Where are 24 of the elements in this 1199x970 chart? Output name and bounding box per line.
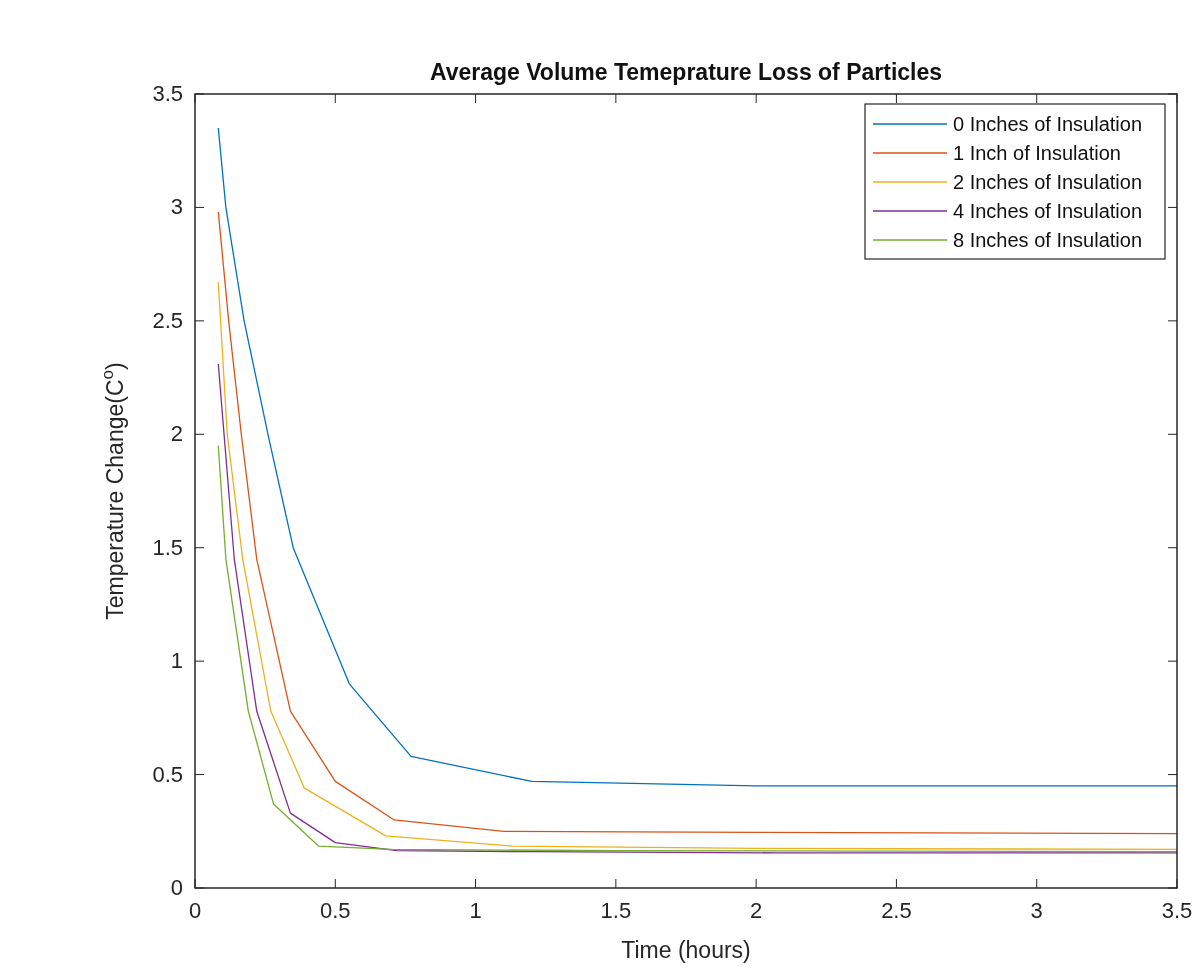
y-tick-label: 0.5	[152, 761, 183, 787]
y-tick-label: 2.5	[152, 307, 183, 333]
x-tick-label: 3.5	[1161, 898, 1193, 923]
legend-label: 0 Inches of Insulation	[953, 113, 1143, 135]
y-tick-label: 1	[170, 648, 183, 674]
y-tick-label: 0	[170, 875, 183, 900]
x-tick-label: 3	[1030, 898, 1043, 923]
x-tick-label: 0.5	[319, 898, 351, 923]
y-tick-label: 3	[170, 194, 183, 220]
x-tick-label: 1	[469, 898, 482, 923]
x-tick-label: 2	[750, 898, 763, 923]
legend-label: 2 Inches of Insulation	[953, 171, 1143, 193]
y-tick-label: 2	[170, 421, 183, 447]
x-tick-label: 0	[188, 898, 202, 923]
line-series	[217, 444, 1178, 853]
legend-label: 1 Inch of Insulation	[953, 142, 1121, 164]
x-tick-label: 2.5	[881, 898, 912, 923]
chart-title: Average Volume Temeprature Loss of Particles	[429, 59, 943, 85]
y-tick-label: 3.5	[152, 81, 183, 106]
legend-label: 8 Inches of Insulation	[953, 229, 1143, 251]
legend-label: 4 Inches of Insulation	[953, 200, 1143, 222]
y-tick-label: 1.5	[152, 534, 183, 560]
x-axis-title: Time (hours)	[621, 937, 751, 963]
x-tick-label: 1.5	[600, 898, 632, 923]
